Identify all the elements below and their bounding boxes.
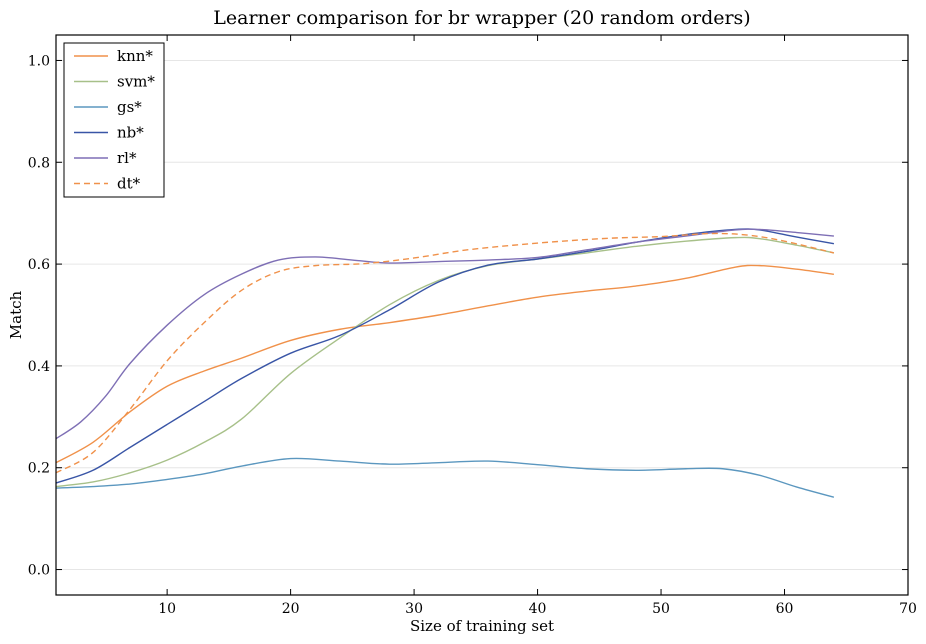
x-tick-label: 50	[652, 601, 670, 617]
x-tick-label: 10	[158, 601, 176, 617]
y-tick-label: 0.4	[28, 359, 50, 375]
series-line-gs	[55, 457, 835, 498]
legend-label: rl*	[117, 149, 137, 167]
x-tick-label: 40	[529, 601, 547, 617]
grid	[56, 59, 908, 571]
series-layer	[55, 228, 835, 498]
y-tick-label: 0.8	[28, 155, 50, 171]
legend: knn* svm* gs* nb* rl* dt*	[63, 42, 165, 198]
ticks: 0.0 0.2 0.4 0.6 0.8 1.0 10 20 30 40 50 60 70	[28, 35, 917, 617]
legend-label: nb*	[117, 124, 144, 142]
series-line-nb	[55, 228, 835, 484]
legend-label: gs*	[117, 98, 142, 116]
chart-title: Learner comparison for br wrapper (20 ra…	[213, 7, 750, 29]
series-line-dt	[55, 232, 835, 474]
x-tick-label: 30	[405, 601, 423, 617]
legend-label: dt*	[117, 175, 141, 193]
legend-label: svm*	[117, 73, 155, 91]
y-tick-label: 0.2	[28, 461, 50, 477]
x-tick-label: 60	[776, 601, 794, 617]
y-axis-label: Match	[7, 290, 25, 339]
y-tick-label: 0.6	[28, 257, 50, 273]
x-tick-label: 20	[282, 601, 300, 617]
legend-box	[63, 42, 165, 198]
series-line-svm	[55, 236, 835, 488]
plot-frame	[55, 34, 909, 596]
x-axis-label: Size of training set	[410, 617, 554, 635]
series-line-rl	[55, 228, 834, 440]
y-tick-label: 1.0	[28, 53, 50, 69]
series-line-knn	[55, 264, 835, 464]
legend-label: knn*	[117, 47, 153, 65]
x-tick-label: 70	[899, 601, 917, 617]
y-tick-label: 0.0	[28, 563, 50, 579]
